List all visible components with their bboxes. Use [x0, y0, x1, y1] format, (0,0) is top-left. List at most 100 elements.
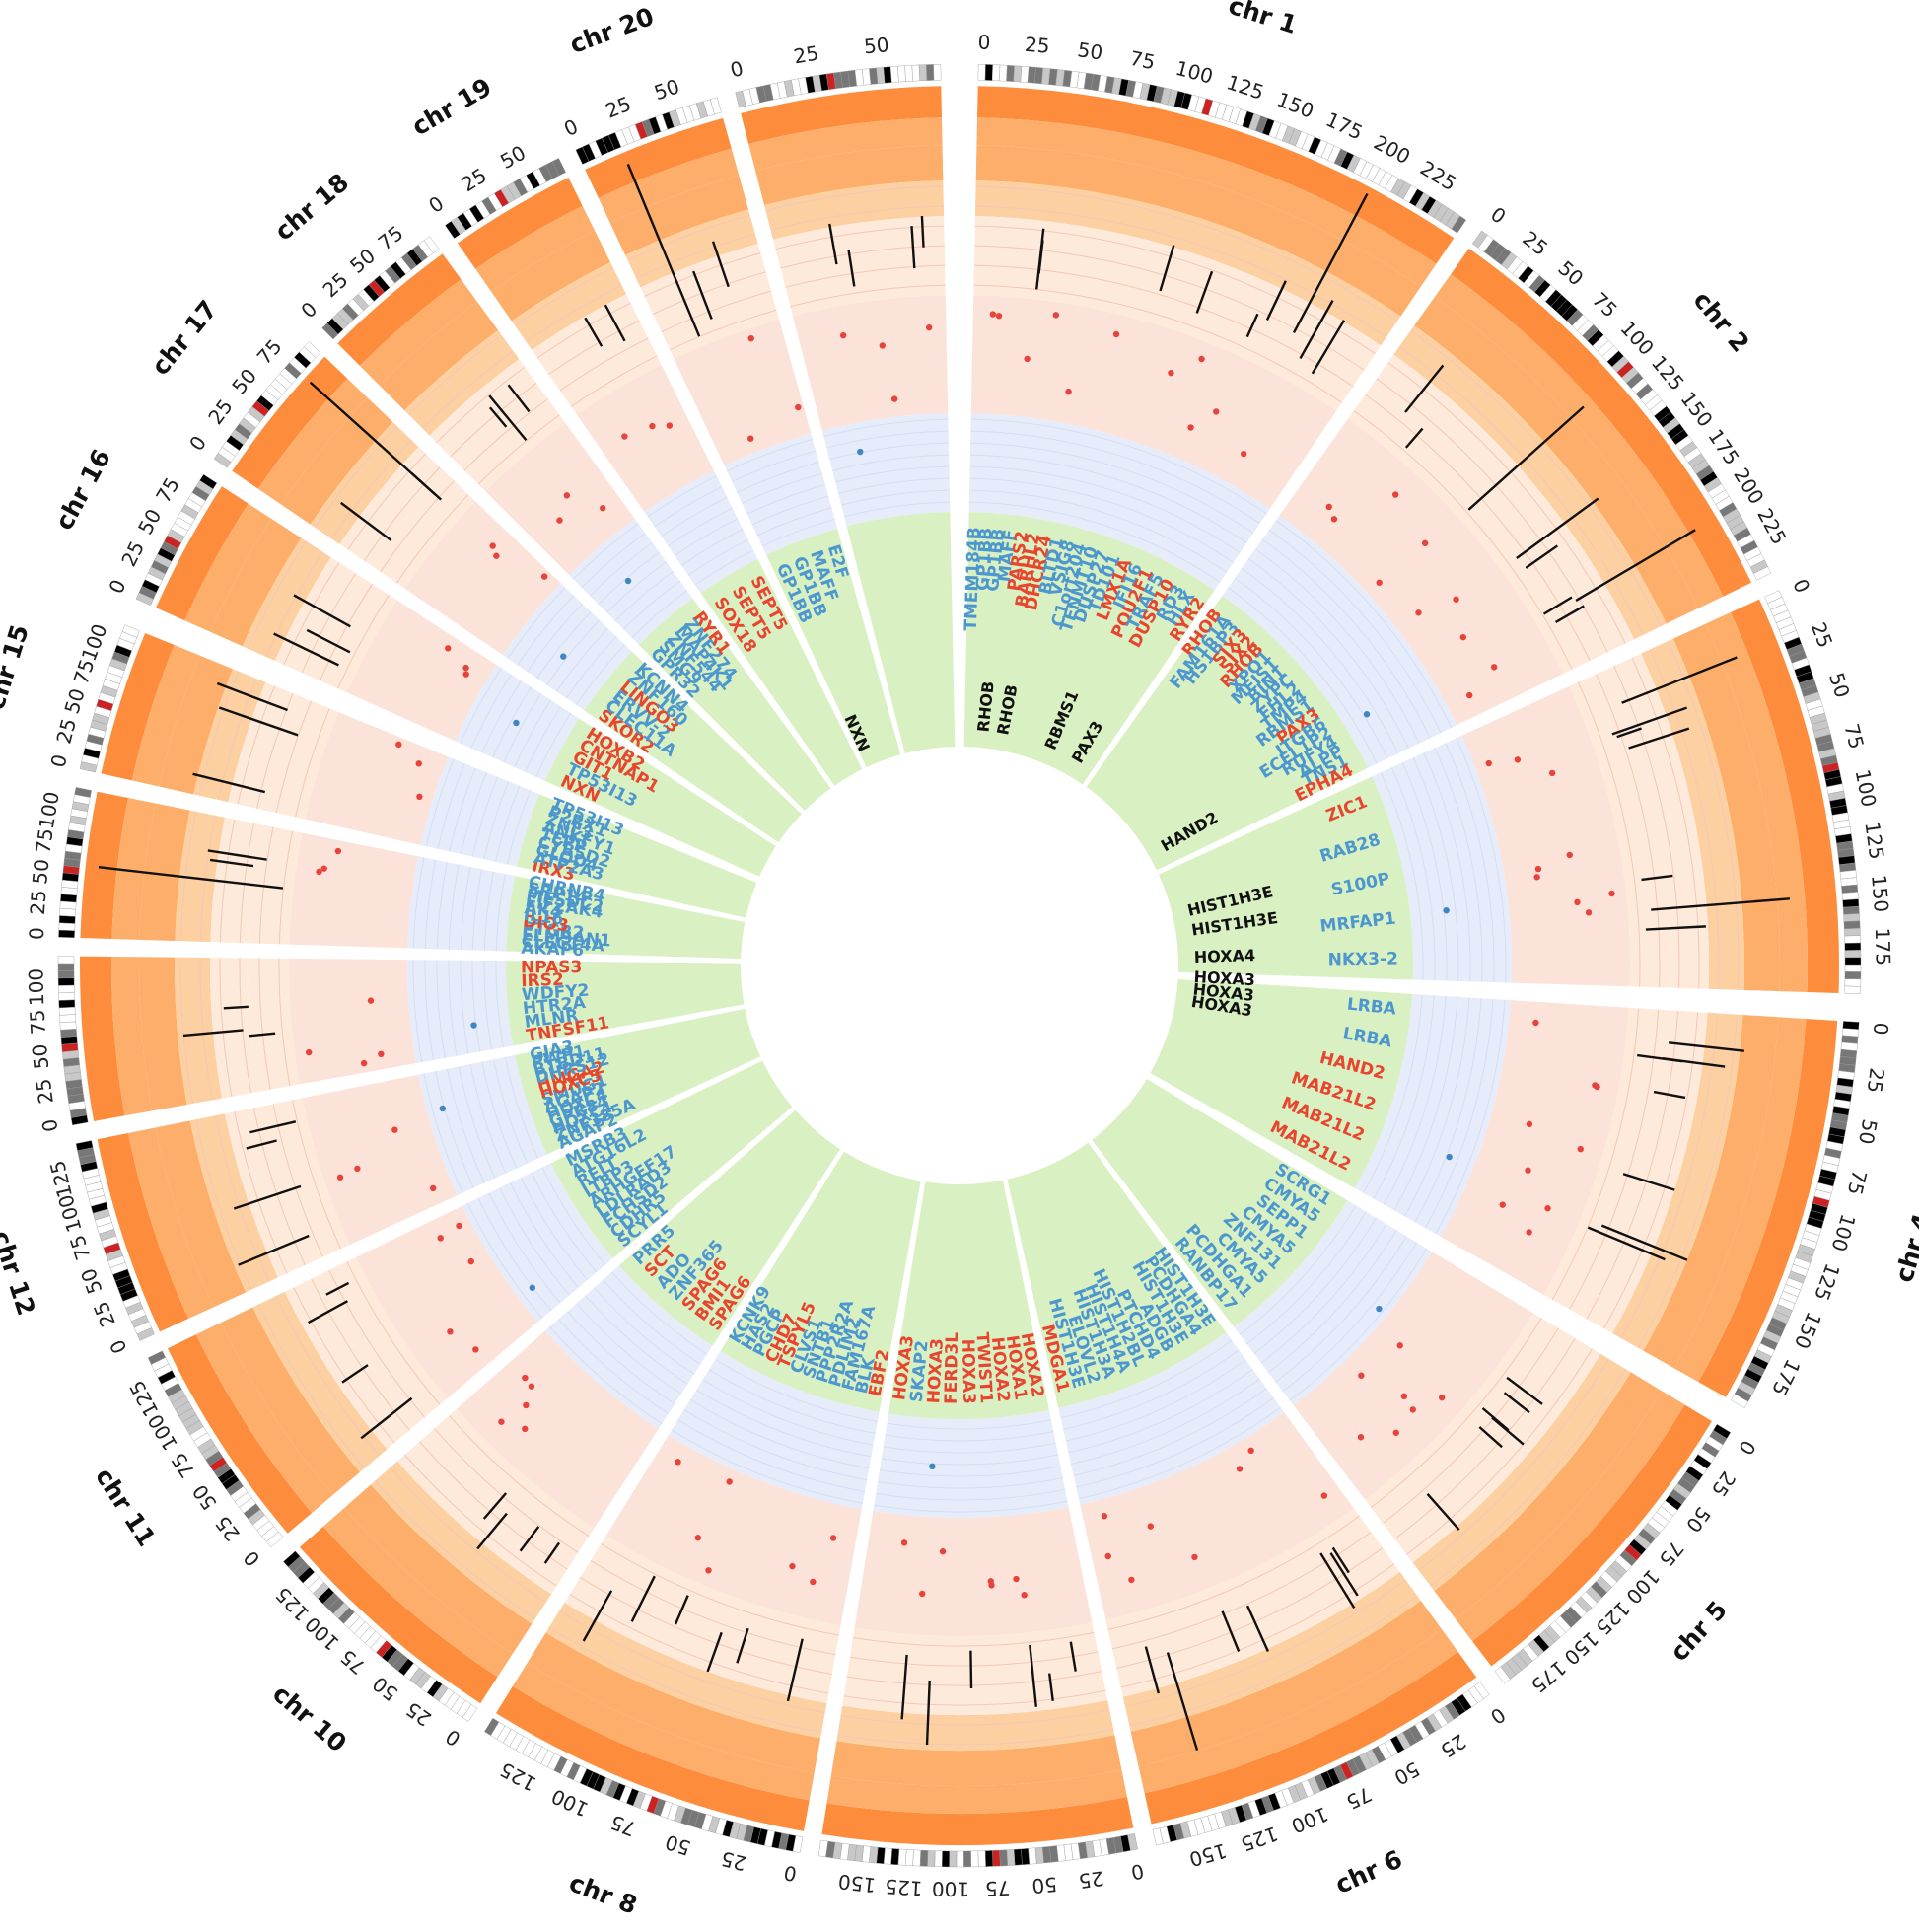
histogram-bar: [1641, 874, 1673, 882]
ideogram-band: [551, 158, 566, 177]
grid-pink: [375, 1480, 536, 1619]
band-16-9: [584, 651, 802, 843]
scatter-point-red: [336, 1174, 344, 1181]
grid-blue: [689, 1398, 870, 1469]
grid-pink: [363, 466, 441, 561]
tick-label: 150: [1273, 88, 1316, 123]
ideogram-band: [74, 787, 92, 798]
band-18-4: [511, 262, 627, 350]
ideogram-band: [1844, 964, 1862, 972]
grid-pink: [463, 398, 548, 471]
tick-label: 0: [1734, 1436, 1760, 1459]
scatter-point-blue: [929, 1463, 936, 1470]
band-1-8: [968, 413, 1270, 591]
scatter-point-red: [1236, 1466, 1244, 1472]
grid-blue: [437, 763, 465, 849]
ideogram-band: [904, 65, 913, 82]
grid-pink: [408, 334, 502, 415]
tick-label: 0: [728, 56, 746, 82]
scatter-point-red: [1400, 1393, 1408, 1400]
tick-label: 125: [1647, 351, 1689, 395]
grid-pink: [1667, 640, 1740, 990]
band-4-7: [1440, 1000, 1629, 1295]
grid-pink: [1586, 1010, 1679, 1320]
scatter-point-red: [1213, 408, 1220, 415]
grid-pink: [1107, 1515, 1360, 1630]
grid-blue: [611, 1271, 708, 1355]
grid-pink: [1430, 1368, 1627, 1587]
grid-blue: [1246, 1211, 1367, 1345]
histogram-bar: [223, 1005, 249, 1010]
band-3-6: [1569, 669, 1671, 988]
tick-label: 0: [1788, 575, 1814, 596]
ideogram-band: [984, 1850, 994, 1867]
histogram-bar: [711, 241, 730, 288]
grid-blue: [1380, 772, 1424, 980]
scatter-point-red: [1357, 1434, 1365, 1441]
ideogram-band: [57, 963, 75, 971]
gene-label: AKAP6: [521, 939, 585, 961]
grid-pink: [558, 1610, 825, 1714]
grid-pink: [477, 414, 560, 485]
grid-blue: [687, 538, 748, 576]
scatter-point-blue: [1443, 907, 1450, 914]
histogram-bar: [246, 1139, 277, 1150]
grid-pink: [1124, 1579, 1406, 1707]
grid-pink: [252, 1108, 306, 1266]
band-18-5: [532, 294, 643, 382]
tick-label: 100: [547, 1784, 592, 1822]
scatter-point-blue: [1376, 1305, 1383, 1313]
tick-label: 175: [1767, 1355, 1806, 1399]
grid-pink: [790, 284, 946, 308]
band-18-8: [644, 470, 758, 594]
histogram-bar: [1555, 605, 1585, 623]
band-7-9: [888, 1180, 1049, 1419]
histogram-bar: [900, 1654, 908, 1720]
band-1-2: [976, 117, 1437, 287]
band-14-9: [517, 794, 757, 918]
ideogram-band: [963, 1850, 971, 1868]
chromosome-label: chr 11: [90, 1463, 161, 1551]
scatter-point-red: [447, 1328, 454, 1335]
tick-label: 25: [1518, 226, 1552, 260]
band-20-1: [741, 86, 942, 145]
grid-pink: [347, 453, 427, 550]
grid-blue: [1254, 548, 1420, 744]
band-5-9: [1092, 1079, 1348, 1327]
grid-pink: [198, 671, 240, 796]
histogram-bar: [1653, 1090, 1686, 1100]
band-17-6: [456, 389, 566, 492]
histogram-bar: [1467, 405, 1585, 511]
scatter-point-red: [528, 1383, 535, 1390]
grid-blue: [483, 871, 494, 951]
gene-label: FERD3L: [942, 1331, 962, 1404]
ideogram-band: [60, 1028, 78, 1038]
grid-blue: [1239, 1205, 1357, 1335]
ideogram-band: [1844, 928, 1861, 937]
scatter-point-red: [472, 1346, 479, 1353]
band-17-3: [379, 301, 499, 411]
grid-blue: [436, 862, 448, 950]
histogram-bar: [207, 849, 267, 861]
tick-label: 125: [1238, 1822, 1281, 1856]
grid-blue: [702, 1379, 874, 1446]
scatter-point-red: [747, 435, 754, 442]
ideogram-band: [1844, 971, 1862, 980]
scatter-point-red: [563, 492, 571, 499]
ideogram-band: [883, 66, 892, 84]
grid-blue: [492, 686, 532, 758]
grid-blue: [603, 1279, 701, 1365]
grid-blue: [605, 561, 667, 613]
band-19-5: [640, 243, 768, 322]
grid-blue: [506, 790, 532, 865]
grid-pink: [330, 439, 412, 539]
grid-pink: [295, 708, 330, 818]
grid-pink: [765, 185, 944, 212]
tick-label: 25: [1863, 1066, 1889, 1094]
histogram-bar: [360, 1396, 413, 1440]
grid-blue: [1247, 558, 1410, 749]
scatter-point-red: [1191, 1553, 1198, 1561]
grid-blue: [558, 1319, 670, 1414]
grid-blue: [1383, 995, 1447, 1205]
